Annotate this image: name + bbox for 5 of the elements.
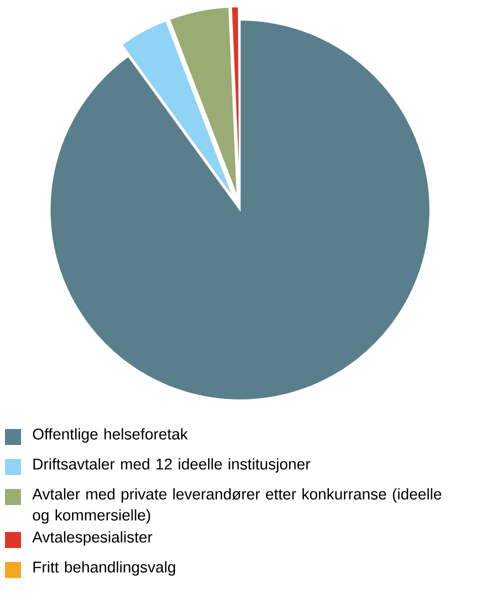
- legend-label: Driftsavtaler med 12 ideelle institusjoner: [33, 458, 310, 473]
- legend-label: Avtaler med private leverandører etter konkurranse (ideelle og kommersielle): [32, 488, 442, 524]
- legend-label: Offentlige helseforetak: [32, 428, 188, 443]
- legend-label: Fritt behandlingsvalg: [33, 561, 176, 576]
- legend-label: Avtalespesialister: [32, 531, 152, 546]
